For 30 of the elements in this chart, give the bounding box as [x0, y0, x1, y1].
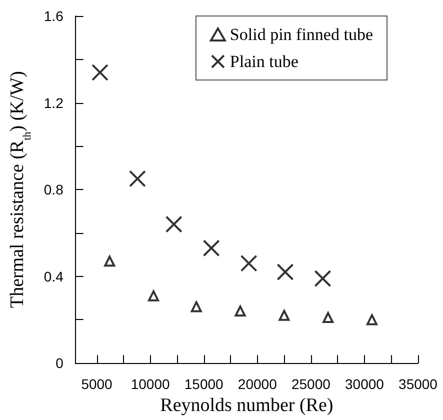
point	[128, 170, 146, 188]
y-tick-label: 0.8	[44, 182, 64, 198]
x-tick-label: 35000	[398, 376, 438, 392]
point	[240, 254, 258, 272]
x-tick-label: 5000	[81, 376, 113, 392]
x-tick-label: 25000	[291, 376, 331, 392]
point	[104, 256, 116, 267]
point	[314, 270, 332, 287]
x-tick-label: 15000	[184, 376, 224, 392]
y-tick-label: 0.4	[44, 268, 64, 284]
point	[190, 301, 202, 312]
y-tick-label: 1.2	[44, 94, 64, 111]
y-tick-label: 1.6	[44, 8, 64, 24]
x-tick-label: 20000	[238, 376, 278, 392]
point	[148, 290, 160, 302]
legend-label: Solid pin finned tube	[230, 25, 374, 44]
point	[165, 216, 182, 233]
point	[234, 306, 246, 317]
point	[322, 312, 334, 324]
point	[278, 310, 290, 321]
x-tick-label: 30000	[344, 376, 384, 392]
y-axis-title: Thermal resistance (Rth) (K/W)	[7, 71, 34, 308]
x-axis-title: Reynolds number (Re)	[160, 395, 334, 416]
point	[276, 263, 294, 280]
point	[202, 240, 220, 257]
y-tick-label: 0	[56, 355, 64, 372]
point	[366, 314, 378, 326]
legend-label: Plain tube	[230, 52, 298, 71]
x-tick-label: 10000	[130, 376, 170, 392]
point	[91, 64, 108, 81]
